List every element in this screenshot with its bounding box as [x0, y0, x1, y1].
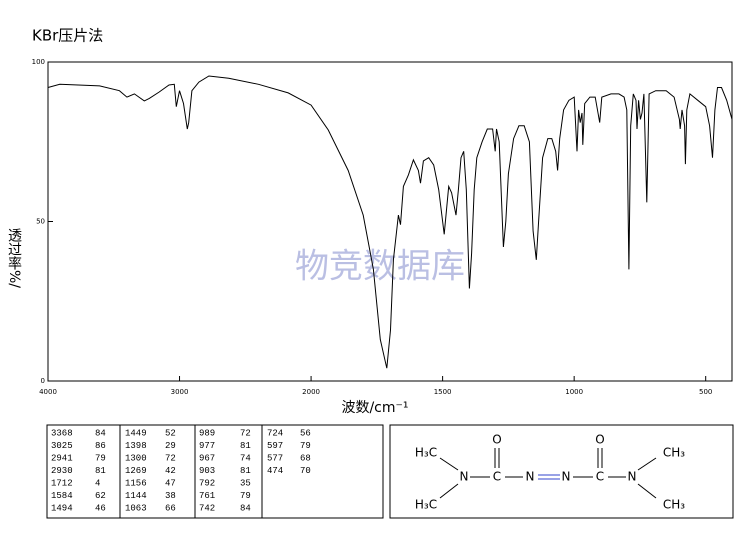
peak-intensity: 81	[240, 466, 251, 476]
x-tick-label: 500	[699, 388, 712, 396]
peak-wavenumber: 1300	[125, 453, 147, 463]
peak-intensity: 72	[240, 428, 251, 438]
structure-frame	[389, 424, 734, 519]
atom-label: C	[493, 470, 501, 484]
peak-intensity: 52	[165, 428, 176, 438]
peak-intensity: 38	[165, 491, 176, 501]
peak-wavenumber: 3368	[51, 428, 73, 438]
x-axis-label: 波数/cm⁻¹	[341, 400, 408, 416]
title: KBr压片法	[32, 27, 103, 45]
peak-intensity: 46	[95, 503, 106, 513]
peak-wavenumber: 474	[267, 466, 283, 476]
atom-label: N	[628, 470, 637, 484]
peak-wavenumber: 1449	[125, 428, 147, 438]
peak-wavenumber: 724	[267, 428, 283, 438]
y-tick-label: 100	[32, 58, 45, 66]
peak-intensity: 56	[300, 428, 311, 438]
peak-wavenumber: 1398	[125, 441, 147, 451]
peak-wavenumber: 1144	[125, 491, 147, 501]
peak-intensity: 42	[165, 466, 176, 476]
x-tick-label: 4000	[39, 388, 57, 396]
x-tick-label: 1500	[434, 388, 452, 396]
peak-wavenumber: 977	[199, 441, 215, 451]
peak-wavenumber: 2941	[51, 453, 73, 463]
atom-label: C	[596, 470, 604, 484]
peak-intensity: 81	[95, 466, 106, 476]
peak-wavenumber: 1269	[125, 466, 147, 476]
atom-label: CH₃	[663, 498, 685, 512]
atom-label: H₃C	[415, 498, 437, 512]
peak-wavenumber: 792	[199, 478, 215, 488]
atom-label: H₃C	[415, 446, 437, 460]
x-tick-label: 1000	[565, 388, 583, 396]
atom-label: N	[562, 470, 571, 484]
peak-wavenumber: 597	[267, 441, 283, 451]
peak-intensity: 66	[165, 503, 176, 513]
peak-intensity: 84	[240, 503, 251, 513]
peak-wavenumber: 577	[267, 453, 283, 463]
peak-intensity: 79	[300, 441, 311, 451]
peak-intensity: 29	[165, 441, 176, 451]
x-tick-label: 2000	[302, 388, 320, 396]
atom-label: N	[460, 470, 469, 484]
peak-intensity: 74	[240, 453, 251, 463]
peak-wavenumber: 1494	[51, 503, 73, 513]
atom-label: N	[526, 470, 535, 484]
peak-intensity: 79	[240, 491, 251, 501]
peak-wavenumber: 761	[199, 491, 215, 501]
peak-wavenumber: 2930	[51, 466, 73, 476]
peak-intensity: 62	[95, 491, 106, 501]
peak-wavenumber: 3025	[51, 441, 73, 451]
atom-label: CH₃	[663, 446, 685, 460]
peak-intensity: 35	[240, 478, 251, 488]
peak-wavenumber: 1156	[125, 478, 147, 488]
peak-wavenumber: 1063	[125, 503, 147, 513]
peak-table-frame	[46, 424, 384, 519]
peak-intensity: 72	[165, 453, 176, 463]
peak-intensity: 68	[300, 453, 311, 463]
y-tick-label: 50	[36, 218, 45, 226]
peak-wavenumber: 967	[199, 453, 215, 463]
atom-label: O	[492, 433, 501, 447]
atom-label: O	[595, 433, 604, 447]
spectrum-line	[47, 75, 733, 369]
peak-wavenumber: 903	[199, 466, 215, 476]
watermark: 物竞数据库	[295, 247, 465, 287]
peak-wavenumber: 1712	[51, 478, 73, 488]
peak-intensity: 4	[95, 478, 100, 488]
peak-wavenumber: 989	[199, 428, 215, 438]
peak-wavenumber: 742	[199, 503, 215, 513]
peak-intensity: 47	[165, 478, 176, 488]
peak-intensity: 86	[95, 441, 106, 451]
peak-intensity: 81	[240, 441, 251, 451]
y-axis-label: 透过率%/	[6, 228, 22, 288]
peak-intensity: 79	[95, 453, 106, 463]
x-tick-label: 3000	[171, 388, 189, 396]
peak-wavenumber: 1584	[51, 491, 73, 501]
structure-bonds	[439, 448, 657, 499]
peak-intensity: 70	[300, 466, 311, 476]
peak-intensity: 84	[95, 428, 106, 438]
y-tick-label: 0	[41, 377, 45, 385]
